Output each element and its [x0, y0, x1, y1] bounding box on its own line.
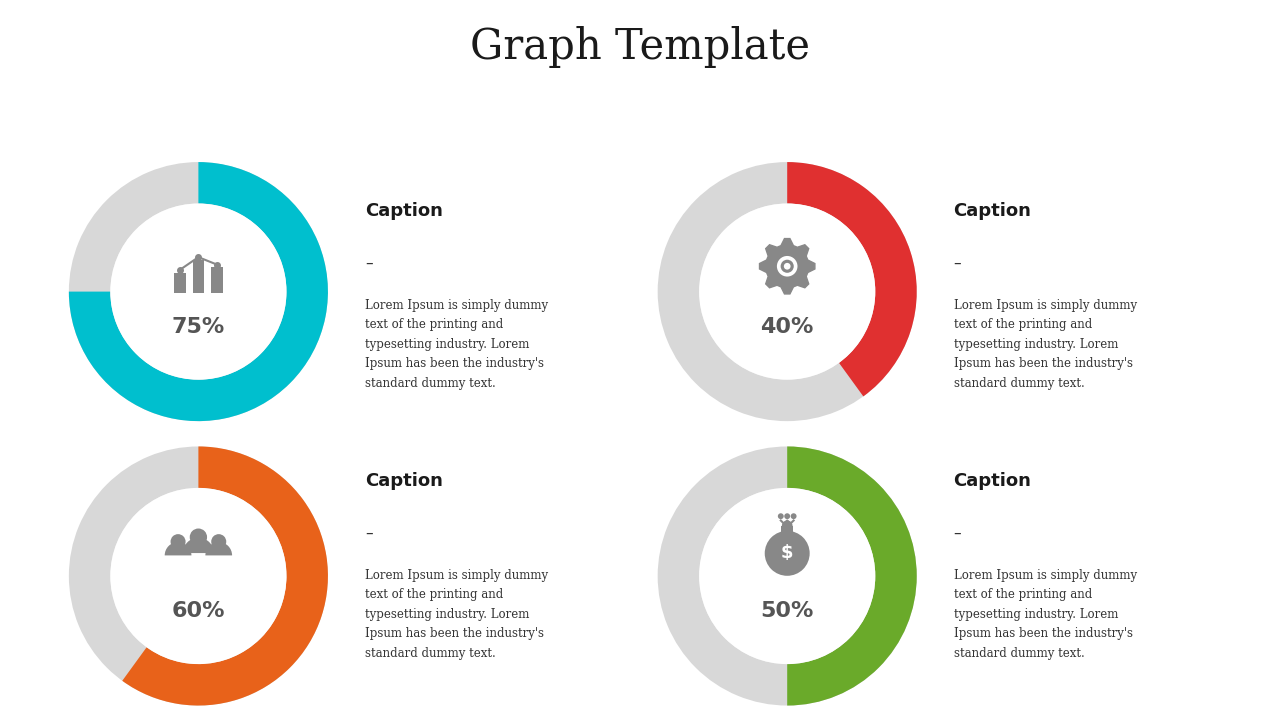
Circle shape: [778, 513, 783, 519]
Circle shape: [170, 534, 186, 549]
Text: $: $: [781, 544, 794, 562]
Text: Lorem Ipsum is simply dummy
text of the printing and
typesetting industry. Lorem: Lorem Ipsum is simply dummy text of the …: [954, 569, 1137, 660]
Text: –: –: [954, 526, 961, 541]
Wedge shape: [658, 162, 916, 421]
Wedge shape: [123, 446, 328, 706]
Text: Graph Template: Graph Template: [470, 26, 810, 68]
Text: –: –: [365, 256, 372, 271]
Wedge shape: [69, 446, 328, 706]
Polygon shape: [759, 238, 815, 294]
Circle shape: [783, 263, 791, 269]
Circle shape: [110, 204, 287, 379]
Text: Lorem Ipsum is simply dummy
text of the printing and
typesetting industry. Lorem: Lorem Ipsum is simply dummy text of the …: [365, 569, 548, 660]
Bar: [174, 273, 186, 293]
Wedge shape: [165, 542, 192, 555]
Wedge shape: [787, 162, 916, 397]
Circle shape: [782, 521, 792, 531]
Circle shape: [781, 260, 794, 273]
Circle shape: [696, 485, 878, 667]
Wedge shape: [205, 542, 232, 555]
Text: 75%: 75%: [172, 317, 225, 337]
Text: 60%: 60%: [172, 601, 225, 621]
Circle shape: [189, 528, 207, 546]
Text: Caption: Caption: [365, 202, 443, 220]
Wedge shape: [69, 162, 328, 421]
Circle shape: [699, 488, 876, 664]
Circle shape: [785, 513, 790, 519]
Text: –: –: [365, 526, 372, 541]
Circle shape: [699, 204, 876, 379]
Circle shape: [108, 485, 289, 667]
Wedge shape: [183, 538, 214, 553]
Text: 50%: 50%: [760, 601, 814, 621]
Wedge shape: [69, 162, 328, 421]
Circle shape: [777, 256, 797, 276]
Text: –: –: [954, 256, 961, 271]
Circle shape: [211, 534, 227, 549]
Text: Lorem Ipsum is simply dummy
text of the printing and
typesetting industry. Lorem: Lorem Ipsum is simply dummy text of the …: [365, 299, 548, 390]
Text: Caption: Caption: [954, 202, 1032, 220]
Bar: [211, 267, 223, 293]
Circle shape: [696, 201, 878, 382]
Bar: [192, 260, 205, 293]
Text: Caption: Caption: [365, 472, 443, 490]
Wedge shape: [658, 446, 916, 706]
Circle shape: [764, 531, 810, 576]
Circle shape: [108, 201, 289, 382]
Wedge shape: [787, 446, 916, 706]
Bar: [781, 526, 794, 538]
Text: Lorem Ipsum is simply dummy
text of the printing and
typesetting industry. Lorem: Lorem Ipsum is simply dummy text of the …: [954, 299, 1137, 390]
Circle shape: [791, 513, 796, 519]
Text: 40%: 40%: [760, 317, 814, 337]
Text: Caption: Caption: [954, 472, 1032, 490]
Circle shape: [110, 488, 287, 664]
